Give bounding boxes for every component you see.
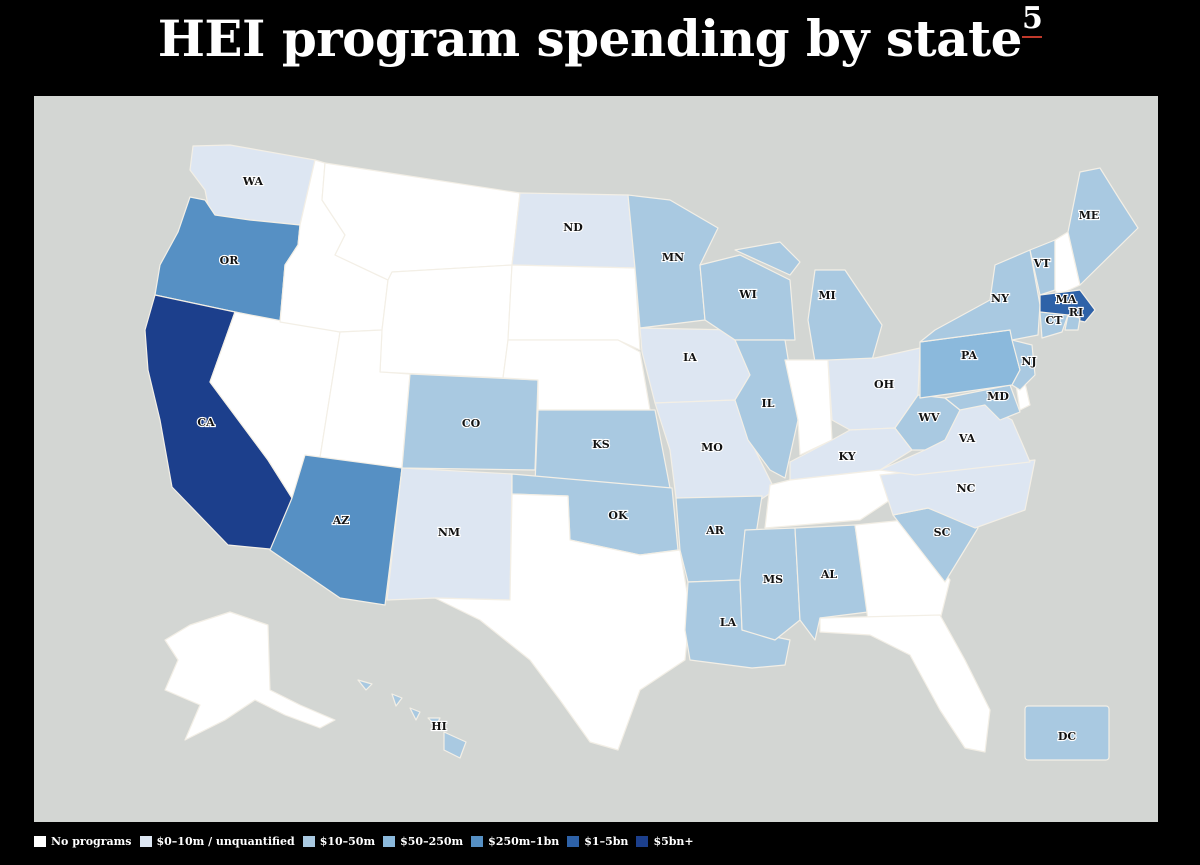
legend-label: $50–250m (400, 834, 464, 848)
legend-swatch (139, 835, 152, 847)
legend-label: No programs (51, 834, 132, 848)
legend-item: $50–250m (383, 835, 463, 848)
state-nh[interactable] (1054, 231, 1081, 296)
state-tx[interactable] (434, 493, 691, 751)
label-mn: MN (662, 251, 684, 264)
label-mi: MI (818, 289, 835, 302)
label-pa: PA (961, 349, 977, 362)
label-ct: CT (1046, 314, 1064, 327)
label-me: ME (1079, 209, 1100, 222)
label-sc: SC (934, 526, 951, 539)
label-dc: DC (1058, 730, 1077, 743)
label-va: VA (958, 432, 976, 445)
legend-item: $5bn+ (636, 834, 694, 848)
label-ny: NY (991, 292, 1009, 305)
label-wi: WI (738, 288, 757, 301)
legend-swatch (567, 835, 580, 847)
label-nm: NM (438, 526, 460, 539)
label-ri: RI (1069, 306, 1083, 319)
state-ri[interactable] (1064, 314, 1081, 331)
legend-item: $250m–1bn (471, 835, 559, 848)
title-footnote[interactable]: 5 (1021, 1, 1043, 38)
state-ak[interactable] (164, 611, 336, 741)
label-mo: MO (701, 441, 723, 454)
label-co: CO (462, 417, 481, 430)
state-in[interactable] (784, 359, 833, 456)
legend-label: $5bn+ (653, 834, 694, 848)
state-me[interactable] (1067, 167, 1139, 286)
label-ks: KS (592, 438, 610, 451)
legend-swatch (636, 835, 649, 847)
label-la: LA (720, 616, 737, 629)
legend-label: $0–10m / unquantified (156, 834, 295, 848)
label-hi: HI (431, 720, 447, 733)
state-ny[interactable] (919, 249, 1041, 343)
label-al: AL (820, 568, 838, 581)
page-title: HEI program spending by state5 (0, 1, 1200, 70)
state-ct[interactable] (1039, 311, 1069, 339)
state-nj[interactable] (1011, 339, 1036, 391)
legend-item: $0–10m / unquantified (139, 834, 295, 848)
label-md: MD (987, 390, 1009, 403)
state-mt[interactable] (321, 162, 521, 281)
label-ok: OK (608, 509, 628, 522)
label-wv: WV (918, 411, 940, 424)
label-ar: AR (705, 524, 725, 537)
legend-item: $10–50m (302, 834, 376, 848)
state-nc[interactable] (879, 459, 1036, 529)
legend-label: $10–50m (319, 834, 376, 848)
legend-label: $1–5bn (584, 834, 629, 848)
state-wy[interactable] (379, 264, 513, 379)
state-hi[interactable] (357, 679, 467, 759)
state-fl[interactable] (819, 614, 991, 753)
state-ga[interactable] (854, 519, 951, 621)
label-nj: NJ (1021, 355, 1036, 368)
legend-item: No programs (34, 835, 132, 848)
label-az: AZ (332, 514, 350, 527)
legend-swatch (302, 835, 315, 847)
state-dc-inset[interactable] (1024, 705, 1110, 761)
label-ia: IA (683, 351, 697, 364)
label-nc: NC (957, 482, 976, 495)
legend-label: $250m–1bn (488, 834, 560, 848)
label-ms: MS (763, 573, 783, 586)
label-or: OR (220, 254, 240, 267)
legend-swatch (383, 835, 396, 847)
label-nd: ND (563, 221, 583, 234)
state-wi[interactable] (699, 254, 796, 341)
legend-item: $1–5bn (567, 835, 628, 848)
label-ky: KY (838, 450, 855, 463)
legend-swatch (471, 835, 484, 847)
title-text: HEI program spending by state (157, 9, 1023, 68)
label-wa: WA (242, 175, 264, 188)
state-sd[interactable] (507, 264, 641, 351)
label-ca: CA (197, 416, 215, 429)
label-vt: VT (1033, 257, 1052, 270)
label-il: IL (762, 397, 775, 410)
legend-swatch (34, 835, 46, 847)
label-ma: MA (1056, 293, 1077, 306)
legend: No programs $0–10m / unquantified $10–50… (34, 833, 694, 849)
label-oh: OH (874, 378, 894, 391)
